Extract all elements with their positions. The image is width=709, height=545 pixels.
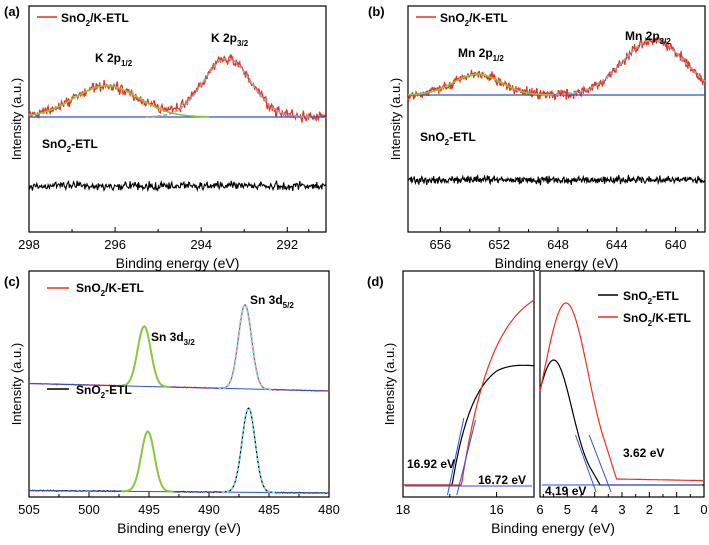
series-line-sno2-k-etl xyxy=(28,304,330,392)
x-tick-label: 0 xyxy=(700,502,707,517)
x-tick-label: 495 xyxy=(138,502,160,517)
x-tick-label: 6 xyxy=(536,502,543,517)
series-fit-peak-1 xyxy=(29,85,210,118)
series-line-sno2-etl-fit-3d32 xyxy=(121,430,174,493)
x-tick-label: 298 xyxy=(18,237,40,252)
series-fit-peak-2 xyxy=(545,39,706,96)
x-tick-label: 500 xyxy=(78,502,100,517)
tangent-line xyxy=(446,417,465,496)
series-line-sno2-k-etl xyxy=(407,36,706,103)
tangent-line xyxy=(588,434,612,493)
value-label-onset-k: 3.62 eV xyxy=(623,446,664,460)
legend-label: SnO2/K-ETL xyxy=(623,311,691,328)
panel-label: (d) xyxy=(367,274,384,289)
plot-frame xyxy=(539,270,705,498)
panel-a: 298 296 294 292 SnO2/K-ETL K 2p1/2 K 2p3/2 SnO2… xyxy=(4,4,327,271)
x-axis-label: Binding energy (eV) xyxy=(117,520,241,536)
x-tick-label: 480 xyxy=(318,502,340,517)
x-tick-label: 16 xyxy=(489,502,503,517)
annotation-2: Mn 2p3/2 xyxy=(625,29,671,46)
x-tick-label: 505 xyxy=(18,502,40,517)
x-tick-label: 5 xyxy=(564,502,571,517)
x-axis-label: Binding energy (eV) xyxy=(495,255,619,271)
x-tick-label: 490 xyxy=(198,502,220,517)
x-tick-label: 1 xyxy=(673,502,680,517)
series-line-sno2-k-etl-cutoff xyxy=(403,299,535,486)
x-tick-label: 656 xyxy=(429,237,451,252)
series-line-sno2-k-etl-onset xyxy=(539,302,704,482)
x-tick-label: 18 xyxy=(396,502,410,517)
x-axis-label: Binding energy (eV) xyxy=(116,255,240,271)
x-tick-label: 2 xyxy=(646,502,653,517)
annotation-3: SnO2-ETL xyxy=(42,137,98,154)
annotation-1: Sn 3d3/2 xyxy=(151,330,195,347)
annotation-2: K 2p3/2 xyxy=(211,31,249,48)
x-axis-label: Binding energy (eV) xyxy=(491,520,615,536)
series-fit-peak-2 xyxy=(144,57,310,118)
value-label-cutoff-k: 16.72 eV xyxy=(478,473,526,487)
plot-frame xyxy=(407,5,706,233)
tangent-line xyxy=(575,434,597,493)
series-line-sno2-etl xyxy=(28,179,327,193)
legend-label: SnO2-ETL xyxy=(623,289,679,306)
x-tick-label: 652 xyxy=(488,237,510,252)
x-tick-label: 648 xyxy=(547,237,569,252)
y-axis-label: Intensity (a.u.) xyxy=(9,78,24,160)
series-line-sno2-etl xyxy=(407,174,706,186)
annotation-2: Sn 3d5/2 xyxy=(250,293,294,310)
value-label-onset-sno2: 4.19 eV xyxy=(545,484,586,498)
x-tick-label: 296 xyxy=(104,237,126,252)
y-axis-label: Intensity (a.u.) xyxy=(388,78,403,160)
panel-c: 505 500 495 490 485 480 SnO2/K-ETL Sn 3d3/2 Sn 3… xyxy=(4,270,340,536)
panel-label: (b) xyxy=(368,4,385,19)
plot-frame xyxy=(402,270,535,498)
annotation-3: SnO2-ETL xyxy=(76,383,132,400)
panel-label: (a) xyxy=(4,4,20,19)
x-tick-label: 640 xyxy=(665,237,687,252)
series-line-sno2-etl-baseline xyxy=(28,490,330,494)
value-label-cutoff-sno2: 16.92 eV xyxy=(407,457,455,471)
x-tick-label: 3 xyxy=(618,502,625,517)
legend-label: SnO2/K-ETL xyxy=(76,281,144,298)
series-line-sno2-k-etl-fit-3d32 xyxy=(118,325,171,388)
x-tick-label: 485 xyxy=(258,502,280,517)
x-tick-label: 294 xyxy=(190,237,212,252)
plot-frame xyxy=(28,5,327,233)
x-tick-label: 292 xyxy=(276,237,298,252)
series-line-sno2-k-etl xyxy=(28,54,327,123)
legend-label: SnO2/K-ETL xyxy=(61,11,129,28)
series-fit-peak-1 xyxy=(408,73,552,96)
series-line-sno2-etl xyxy=(28,407,330,495)
x-tick-label: 4 xyxy=(591,502,598,517)
x-tick-label: 644 xyxy=(606,237,628,252)
annotation-1: Mn 2p1/2 xyxy=(458,46,504,63)
series-line-sno2-k-etl-baseline xyxy=(28,383,330,392)
series-line-sno2-etl-fit-3d52 xyxy=(222,407,275,494)
series-line-sno2-etl-onset xyxy=(539,359,704,486)
panel-b: 656 652 648 644 640 SnO2/K-ETL Mn 2p1/2 Mn 2p3/… xyxy=(368,4,706,271)
tangent-line xyxy=(456,419,477,496)
annotation-1: K 2p1/2 xyxy=(95,51,133,68)
y-axis-label: Intensity (a.u.) xyxy=(9,343,24,425)
panel-label: (c) xyxy=(4,274,20,289)
annotation-3: SnO2-ETL xyxy=(420,130,476,147)
legend-label: SnO2/K-ETL xyxy=(440,11,508,28)
series-line-sno2-k-etl-fit-3d52 xyxy=(218,303,272,391)
y-axis-label: Intensity (a.u.) xyxy=(382,343,397,425)
panel-d: 18 16 6 5 4 3 2 1 0 16.92 eV 16.72 eV 4.19 eV 3.62 e… xyxy=(367,270,708,536)
